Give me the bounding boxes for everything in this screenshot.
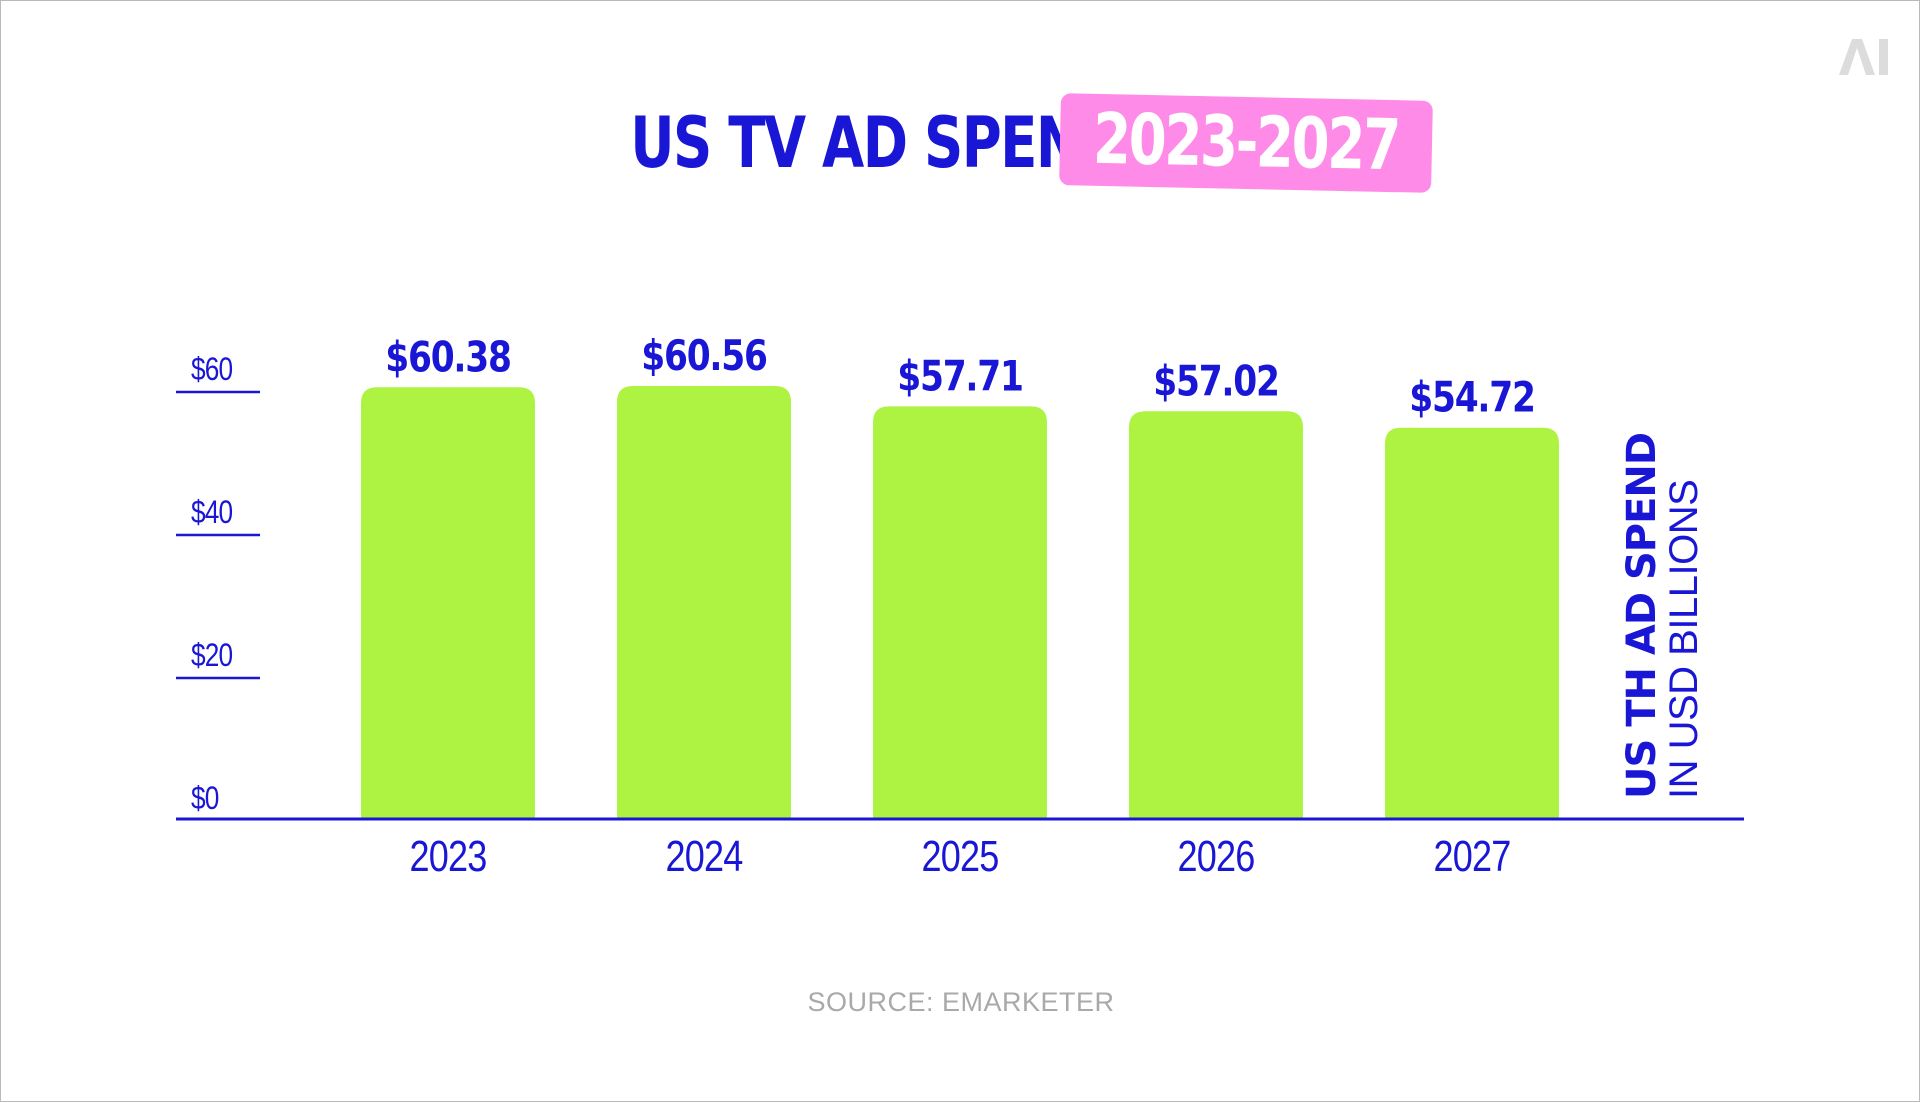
x-tick-label: 2024	[666, 832, 743, 881]
y-tick-label: $60	[191, 353, 233, 388]
title-main: US TV AD SPEND	[629, 102, 1125, 184]
bar	[617, 385, 791, 819]
bar-value-label: $54.72	[1409, 373, 1534, 422]
ai-logo-icon	[1837, 35, 1893, 79]
y-tick-label: $20	[191, 639, 233, 674]
side-label-line2: IN USD BILLIONS	[1662, 479, 1706, 799]
ai-logo-glyph	[1839, 39, 1888, 75]
side-label-line1: US TH AD SPEND	[1619, 432, 1665, 799]
x-tick-label: 2025	[922, 832, 999, 881]
bar	[361, 387, 535, 819]
bar-value-label: $57.71	[897, 352, 1022, 401]
bar-value-label: $60.56	[641, 332, 766, 381]
y-tick-label: $0	[191, 782, 219, 817]
bar-value-label: $57.02	[1153, 357, 1278, 406]
x-tick-label: 2023	[410, 832, 487, 881]
bar	[1385, 427, 1559, 819]
bar	[873, 406, 1047, 819]
x-tick-label: 2026	[1178, 832, 1255, 881]
chart-title: US TV AD SPEND2023-2027	[1, 93, 1920, 193]
source-note: SOURCE: EMARKETER	[807, 987, 1115, 1017]
y-tick-label: $40	[191, 496, 233, 531]
bar-value-label: $60.38	[385, 333, 510, 382]
bar	[1129, 411, 1303, 819]
x-tick-label: 2027	[1434, 832, 1511, 881]
